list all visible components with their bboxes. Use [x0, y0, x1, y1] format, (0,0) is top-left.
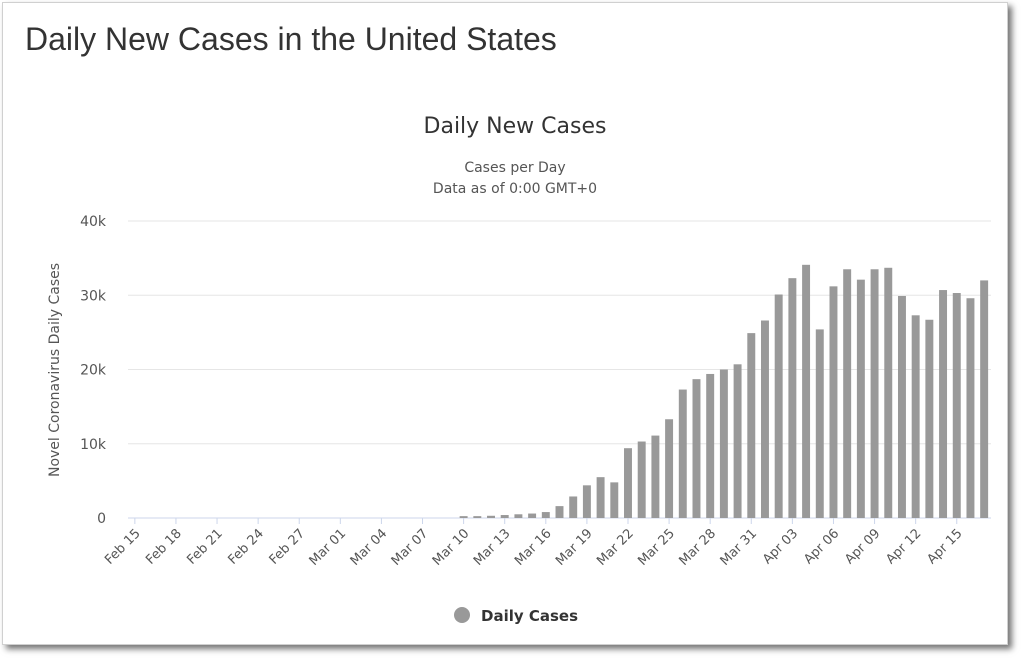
- x-tick-label: Feb 18: [143, 526, 185, 568]
- x-tick-label: Apr 15: [924, 526, 965, 567]
- bar[interactable]: [596, 477, 605, 518]
- bar[interactable]: [733, 364, 742, 518]
- x-tick-label: Mar 25: [635, 526, 678, 569]
- y-axis-title: Novel Coronavirus Daily Cases: [47, 263, 63, 477]
- bar[interactable]: [911, 315, 920, 518]
- legend-marker: [454, 607, 470, 623]
- bar[interactable]: [569, 496, 578, 518]
- bar[interactable]: [747, 333, 756, 518]
- x-tick-label: Mar 28: [676, 526, 719, 569]
- chart-subtitle-line-1: Cases per Day: [464, 160, 565, 176]
- x-tick-label: Apr 03: [760, 526, 801, 567]
- bar[interactable]: [843, 269, 852, 518]
- bar[interactable]: [678, 389, 687, 518]
- bar[interactable]: [473, 516, 482, 518]
- x-tick-label: Feb 27: [267, 526, 309, 568]
- bar[interactable]: [802, 264, 811, 518]
- bar[interactable]: [980, 280, 989, 518]
- bar[interactable]: [459, 516, 468, 518]
- bar[interactable]: [665, 419, 674, 518]
- x-tick-label: Mar 31: [718, 526, 761, 569]
- bar[interactable]: [870, 269, 879, 518]
- bar[interactable]: [761, 320, 769, 519]
- y-tick-label: 10k: [80, 437, 107, 453]
- bar[interactable]: [952, 293, 961, 518]
- bar[interactable]: [856, 279, 865, 518]
- bar[interactable]: [897, 295, 906, 518]
- bar[interactable]: [528, 513, 537, 518]
- bar[interactable]: [719, 369, 728, 519]
- x-tick-label: Mar 13: [471, 526, 514, 569]
- bar[interactable]: [651, 435, 660, 518]
- bar[interactable]: [706, 373, 715, 518]
- chart-title: Daily New Cases: [424, 114, 607, 139]
- bar[interactable]: [624, 448, 632, 518]
- bar[interactable]: [939, 290, 948, 518]
- x-tick-label: Mar 16: [512, 526, 555, 569]
- bar[interactable]: [884, 267, 893, 518]
- x-tick-label: Apr 09: [842, 526, 883, 567]
- x-tick-label: Apr 06: [801, 526, 842, 567]
- bar[interactable]: [514, 514, 523, 518]
- chart-card: Daily New Cases in the United States: [2, 2, 1008, 645]
- y-axis-ticks: 0 10k 20k 30k 40k: [80, 214, 107, 527]
- bar[interactable]: [610, 482, 619, 518]
- bar[interactable]: [966, 298, 975, 518]
- bar[interactable]: [815, 329, 824, 518]
- bar[interactable]: [487, 515, 495, 518]
- bar[interactable]: [829, 286, 838, 518]
- bar[interactable]: [637, 441, 646, 518]
- bar[interactable]: [555, 506, 564, 518]
- legend[interactable]: Daily Cases: [454, 607, 578, 625]
- page-heading: Daily New Cases in the United States: [25, 21, 557, 57]
- x-tick-label: Mar 10: [430, 526, 473, 569]
- chart-subtitle-line-2: Data as of 0:00 GMT+0: [433, 181, 597, 197]
- bar[interactable]: [788, 278, 797, 518]
- bar[interactable]: [692, 379, 701, 518]
- x-tick-label: Mar 01: [307, 526, 350, 569]
- bar[interactable]: [925, 319, 934, 518]
- y-tick-label: 30k: [80, 288, 107, 304]
- x-tick-label: Feb 15: [102, 526, 144, 568]
- x-tick-label: Apr 12: [883, 526, 924, 567]
- x-tick-label: Mar 19: [553, 526, 596, 569]
- legend-label[interactable]: Daily Cases: [481, 607, 578, 625]
- x-tick-label: Mar 07: [389, 526, 432, 569]
- y-tick-label: 20k: [80, 363, 107, 379]
- bar[interactable]: [774, 294, 783, 518]
- bar[interactable]: [582, 485, 591, 518]
- y-tick-label: 40k: [80, 214, 107, 230]
- x-tick-label: Feb 21: [184, 526, 226, 568]
- x-tick-label: Feb 24: [225, 526, 267, 568]
- bars: [459, 264, 989, 519]
- bar[interactable]: [541, 512, 550, 518]
- x-tick-label: Mar 22: [594, 526, 637, 569]
- x-tick-label: Mar 04: [348, 526, 391, 569]
- y-tick-label: 0: [97, 511, 106, 527]
- bar[interactable]: [500, 515, 509, 518]
